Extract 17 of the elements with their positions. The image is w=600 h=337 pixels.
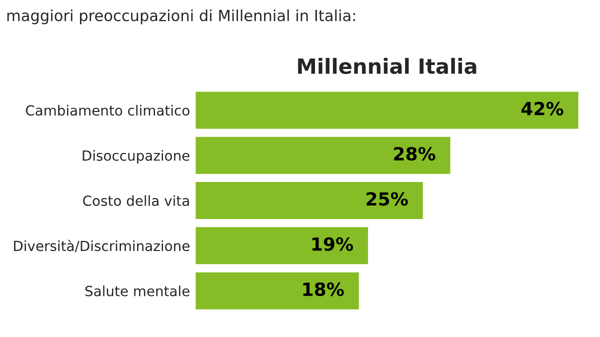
chart-title: Millennial Italia [298,58,476,74]
y-tick-label: Disoccupazione [82,150,190,164]
y-tick-label: Cambiamento climatico [26,104,190,116]
text: maggiori preoccupazioni di Millennial in Italia: [7,9,355,24]
y-tick-label: Salute mentale [85,286,190,296]
y-tick-label: Diversità/Discriminazione [14,240,190,252]
bar [195,226,370,266]
bar [195,270,360,311]
bar [195,90,579,130]
data-label: 25% [366,192,408,206]
bar [195,180,424,220]
data-label: 18% [303,282,344,296]
y-tick-label: Costo della vita [83,195,189,206]
data-label: 19% [312,237,354,251]
data-label: 42% [521,102,564,116]
bar [195,135,452,176]
data-label: 28% [394,146,436,161]
